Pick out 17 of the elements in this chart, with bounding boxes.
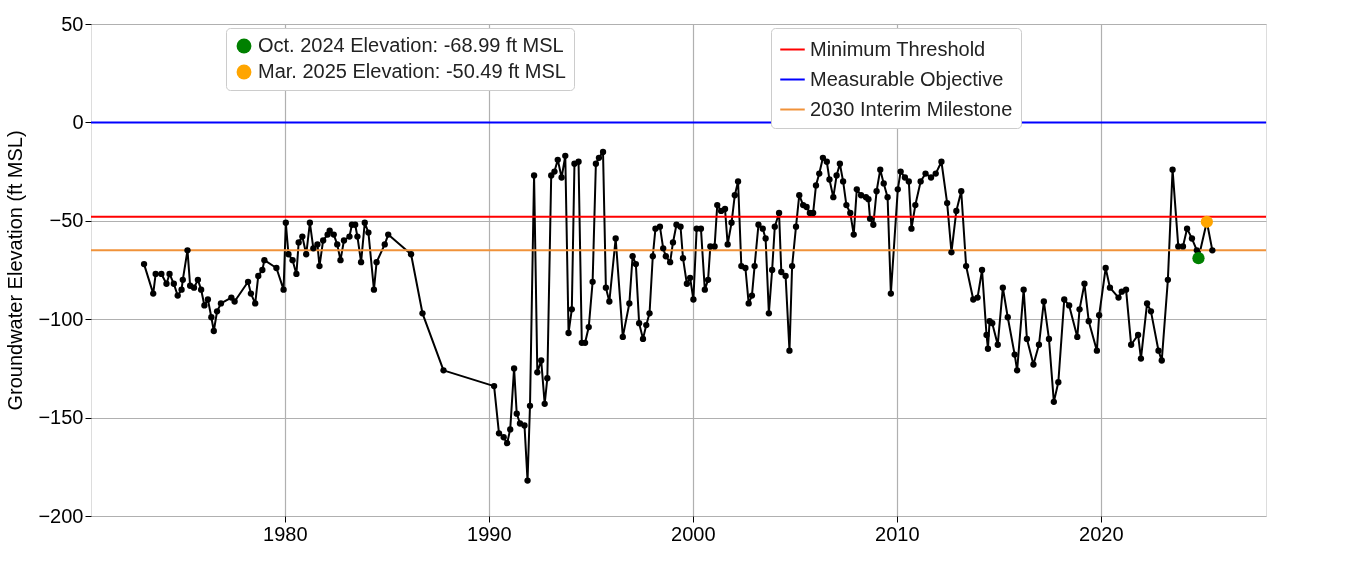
y-tick-label: 0 (72, 110, 84, 133)
legend-label: Mar. 2025 Elevation: -50.49 ft MSL (258, 60, 566, 82)
x-tick-label: 1980 (263, 522, 308, 545)
y-tick-label: −50 (49, 209, 84, 232)
x-tick-label: 1990 (467, 522, 512, 545)
legend-label: Oct. 2024 Elevation: -68.99 ft MSL (258, 34, 564, 56)
y-tick-label: 50 (61, 12, 84, 35)
y-tick-label: −150 (38, 406, 84, 429)
y-tick-label: −100 (38, 307, 84, 330)
legend-label: Measurable Objective (810, 67, 1004, 90)
x-tick-label: 2000 (671, 522, 716, 545)
y-axis-title: Groundwater Elevation (ft MSL) (4, 130, 27, 411)
x-tick-label: 2020 (1079, 522, 1124, 545)
legend-label: 2030 Interim Milestone (810, 97, 1013, 120)
legend-label: Minimum Threshold (810, 37, 986, 60)
y-tick-label: −200 (38, 504, 84, 527)
x-tick-label: 2010 (875, 522, 920, 545)
